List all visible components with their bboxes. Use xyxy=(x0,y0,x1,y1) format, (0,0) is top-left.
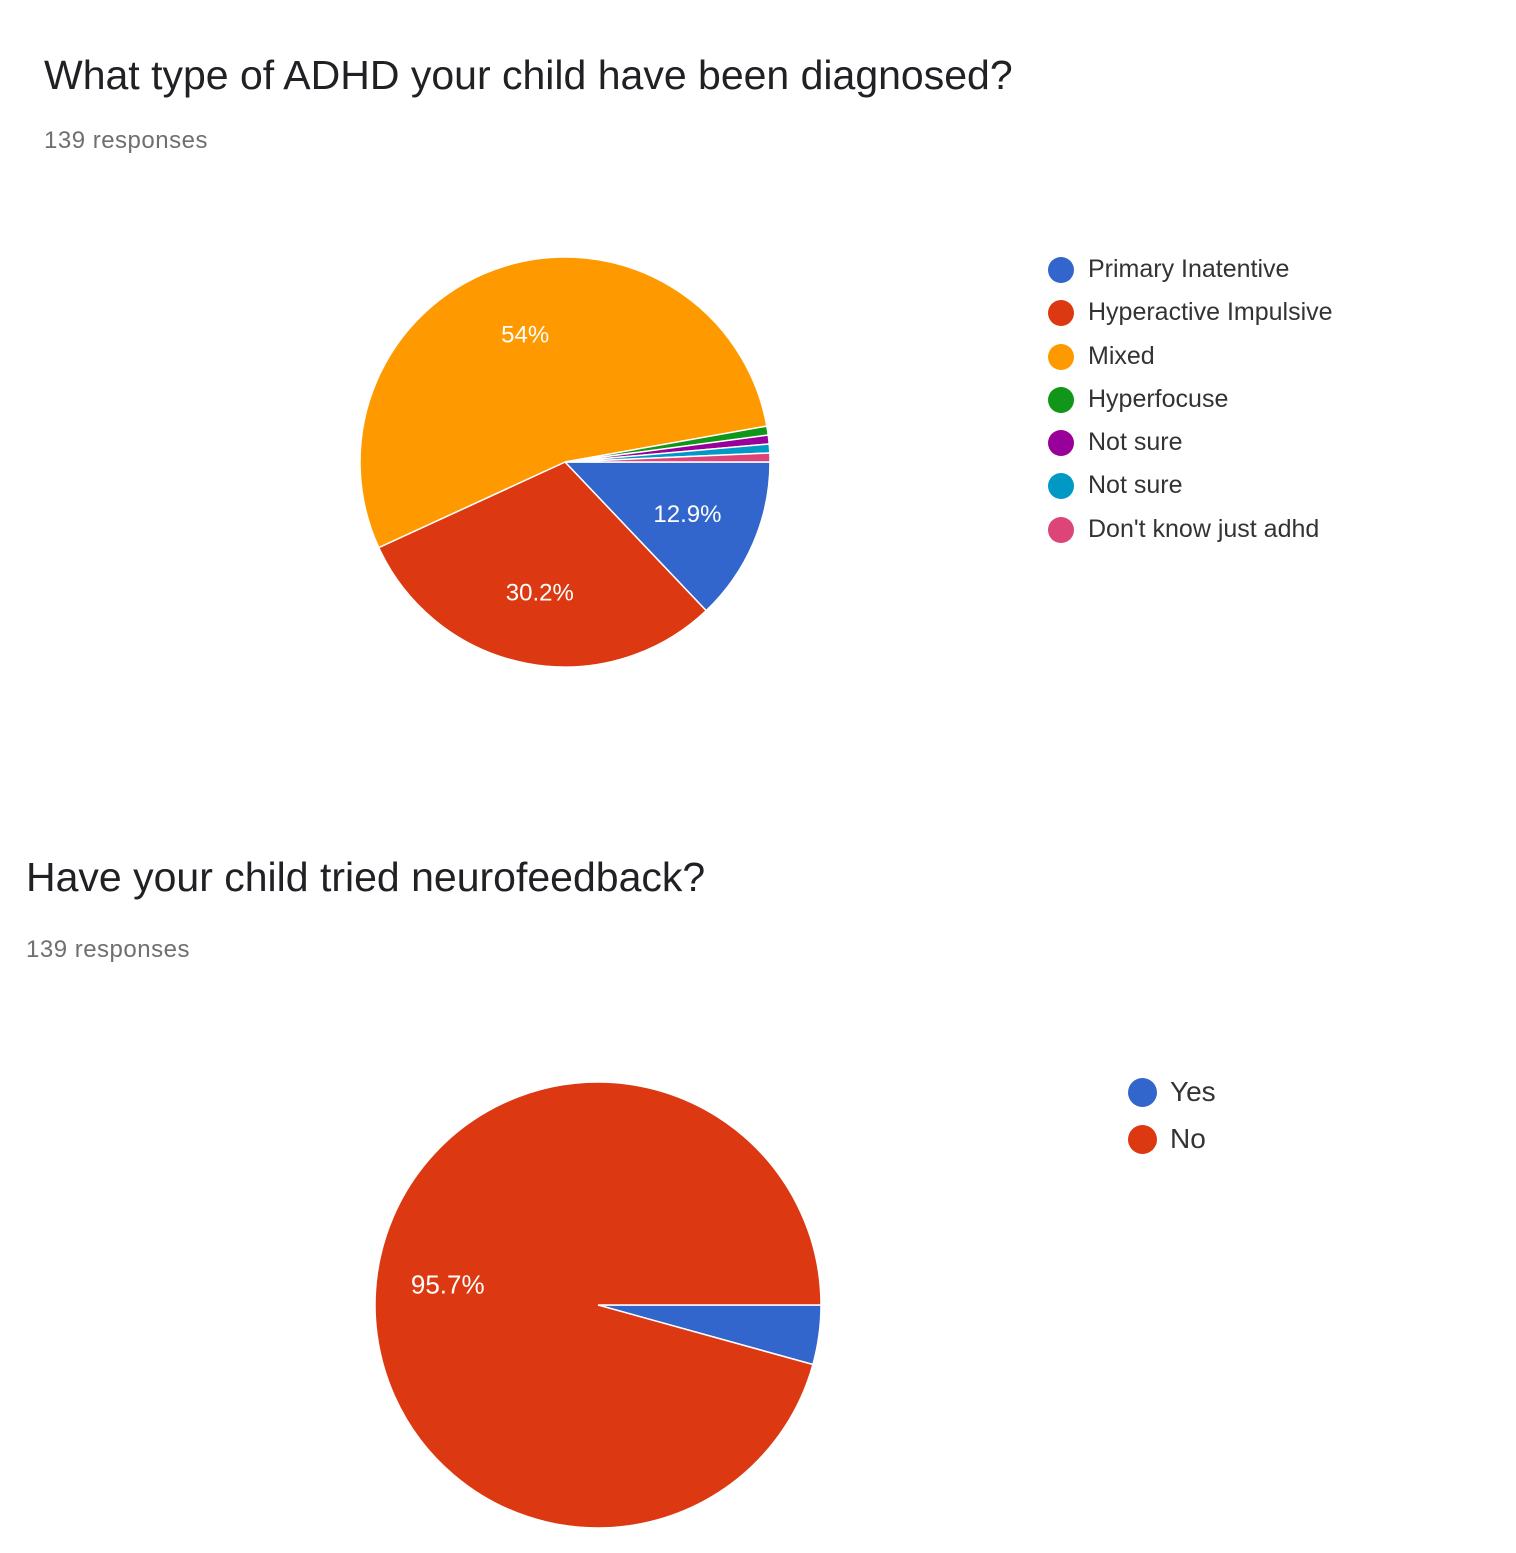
legend-swatch-icon xyxy=(1048,473,1074,500)
pie-chart: 12.9% 30.2% 54% xyxy=(359,256,771,668)
slice-data-label: 30.2% xyxy=(506,579,574,606)
legend-label: Not sure xyxy=(1088,471,1183,500)
slice-data-label: 12.9% xyxy=(653,501,721,528)
legend-item-no[interactable]: No xyxy=(1126,1121,1216,1168)
legend-swatch-icon xyxy=(1048,516,1074,543)
legend-swatch-icon xyxy=(1048,386,1074,413)
pie-slice-no-1[interactable] xyxy=(374,1081,822,1529)
legend-label: Not sure xyxy=(1088,428,1183,457)
pie-slice-mixed-2[interactable] xyxy=(359,256,768,549)
slice-data-label: 54% xyxy=(501,321,549,348)
legend-swatch-icon xyxy=(1048,300,1074,327)
legend-item-hyperactive-impulsive[interactable]: Hyperactive Impulsive xyxy=(1046,295,1333,338)
legend-swatch-icon xyxy=(1048,257,1074,283)
legend-swatch-icon xyxy=(1128,1125,1157,1154)
chart-legend: Primary Inatentive Hyperactive Impulsive M… xyxy=(1046,252,1333,555)
legend-label: Hyperactive Impulsive xyxy=(1088,298,1333,327)
chart-panel-diagnosis: What type of ADHD your child have been d… xyxy=(44,52,1333,668)
legend-label: No xyxy=(1170,1123,1206,1154)
legend-label: Hyperfocuse xyxy=(1088,384,1229,413)
legend-label: Primary Inatentive xyxy=(1088,255,1290,283)
legend-item-not-sure[interactable]: Not sure xyxy=(1046,425,1333,468)
legend-label: Mixed xyxy=(1088,341,1155,370)
legend-item-primary-inatentive[interactable]: Primary Inatentive xyxy=(1046,252,1333,295)
slice-data-label: 95.7% xyxy=(411,1270,485,1300)
chart-legend: Yes No xyxy=(1126,1074,1216,1168)
legend-swatch-icon xyxy=(1048,430,1074,457)
question-title: Have your child tried neurofeedback? xyxy=(26,854,706,900)
legend-label: Yes xyxy=(1170,1076,1216,1107)
legend-item-not-sure[interactable]: Not sure xyxy=(1046,468,1333,511)
legend-item-yes[interactable]: Yes xyxy=(1126,1074,1216,1121)
pie-slice-don-t-know-just-adhd-6[interactable] xyxy=(564,452,771,463)
pie-slice-primary-inatentive-0[interactable] xyxy=(563,461,771,612)
question-title: What type of ADHD your child have been d… xyxy=(44,52,1013,98)
pie-chart: 95.7% xyxy=(374,1081,822,1529)
legend-item-hyperfocuse[interactable]: Hyperfocuse xyxy=(1046,382,1333,425)
legend-label: Don't know just adhd xyxy=(1088,514,1320,543)
response-count: 139 responses xyxy=(44,127,208,154)
legend-swatch-icon xyxy=(1128,1078,1157,1107)
pie-slice-hyperactive-impulsive-1[interactable] xyxy=(377,461,708,668)
legend-item-mixed[interactable]: Mixed xyxy=(1046,339,1333,382)
chart-panel-neurofeedback: Have your child tried neurofeedback? 139… xyxy=(0,810,1516,1553)
response-count: 139 responses xyxy=(26,936,190,963)
legend-swatch-icon xyxy=(1048,343,1074,370)
legend-item-don-t-know-just-adhd[interactable]: Don't know just adhd xyxy=(1046,512,1333,555)
